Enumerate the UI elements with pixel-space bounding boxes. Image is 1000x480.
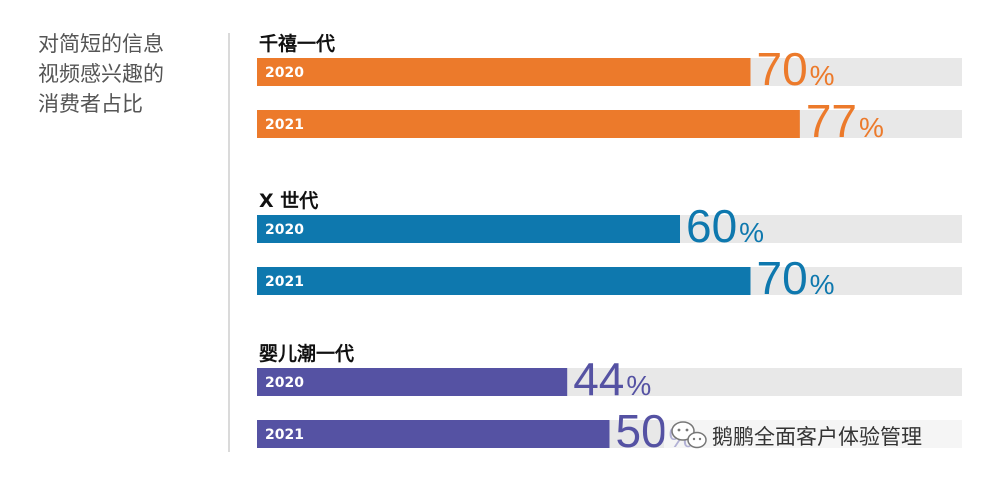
bar-year-label: 2021 bbox=[265, 427, 304, 443]
bar-value-number: 44 bbox=[573, 353, 624, 405]
bar-year-label: 2020 bbox=[265, 222, 304, 238]
watermark-text: 鹅鹏全面客户体验管理 bbox=[712, 425, 922, 449]
bar-year-label: 2021 bbox=[265, 274, 304, 290]
bar-value-unit: % bbox=[810, 269, 835, 300]
bar-value-label: 77% bbox=[806, 95, 884, 147]
watermark-backdrop bbox=[664, 415, 984, 457]
bar-value-unit: % bbox=[859, 112, 884, 143]
bar-value-unit: % bbox=[626, 370, 651, 401]
group-label: X 世代 bbox=[259, 190, 318, 212]
bar-value-label: 70% bbox=[757, 43, 835, 95]
bar-groups: 千禧一代 2020 70% 2021 77% X 世代 2020 60% 2021 70% 婴儿潮一… bbox=[257, 32, 962, 457]
bar-value-unit: % bbox=[739, 217, 764, 248]
bar-year-label: 2020 bbox=[265, 375, 304, 391]
bar-group: 千禧一代 2020 70% 2021 77% bbox=[257, 32, 962, 147]
bar-value-label: 44% bbox=[573, 353, 651, 405]
bar bbox=[257, 368, 568, 396]
bar-value-label: 60% bbox=[686, 200, 764, 252]
chart-title-line: 视频感兴趣的 bbox=[38, 62, 164, 86]
bar-value-number: 50 bbox=[616, 405, 667, 457]
bar-value-unit: % bbox=[810, 60, 835, 91]
bar bbox=[257, 267, 751, 295]
bar-value-number: 70 bbox=[757, 252, 808, 304]
bar-year-label: 2020 bbox=[265, 65, 304, 81]
bar bbox=[257, 215, 680, 243]
bar-group: X 世代 2020 60% 2021 70% bbox=[257, 190, 962, 304]
wechat-icon bbox=[671, 421, 707, 449]
group-label: 婴儿潮一代 bbox=[259, 343, 354, 365]
watermark: 鹅鹏全面客户体验管理 bbox=[664, 415, 984, 457]
bar bbox=[257, 420, 610, 448]
bar-value-number: 60 bbox=[686, 200, 737, 252]
bar bbox=[257, 110, 800, 138]
bar-value-number: 77 bbox=[806, 95, 857, 147]
chart-title-line: 对简短的信息 bbox=[38, 32, 164, 56]
chart-title-line: 消费者占比 bbox=[38, 92, 143, 116]
bar-value-label: 70% bbox=[757, 252, 835, 304]
group-label: 千禧一代 bbox=[259, 32, 335, 55]
bar-year-label: 2021 bbox=[265, 117, 304, 133]
bar bbox=[257, 58, 751, 86]
bar-value-number: 70 bbox=[757, 43, 808, 95]
